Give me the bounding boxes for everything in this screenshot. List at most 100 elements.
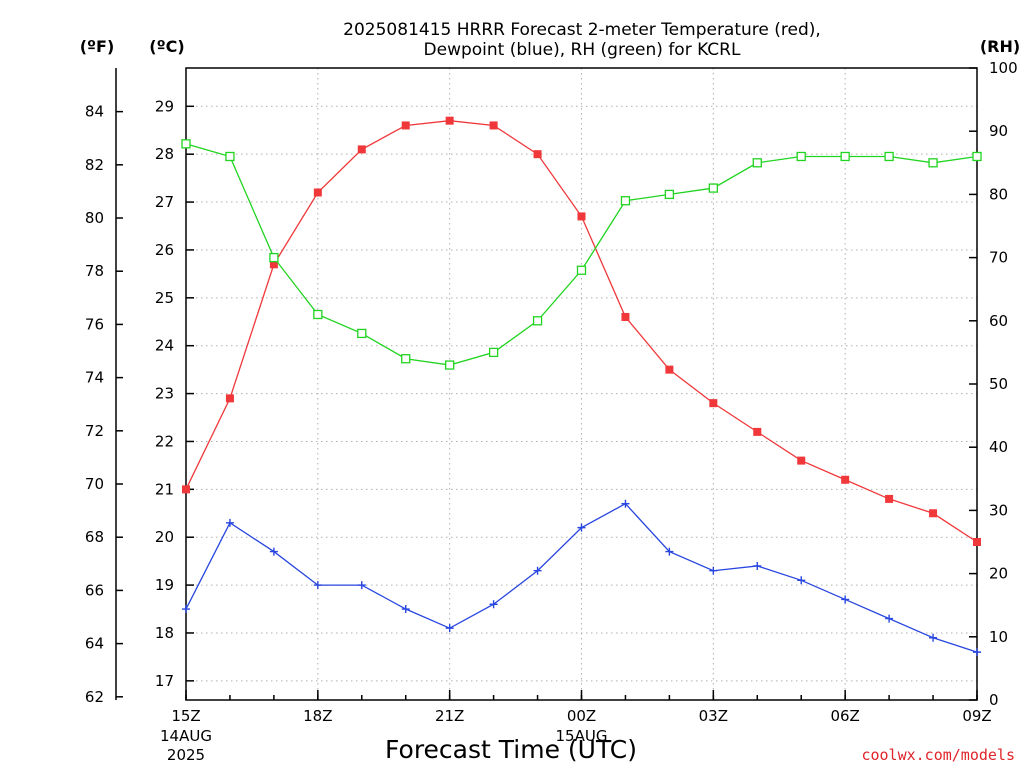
dewpoint-point <box>489 600 498 609</box>
dewpoint-point <box>533 566 542 575</box>
temperature-point <box>225 394 234 403</box>
temperature-point <box>577 212 586 221</box>
dewpoint-point <box>665 547 674 556</box>
temperature-point <box>885 494 894 503</box>
x-axis-title: Forecast Time (UTC) <box>385 735 637 764</box>
celsius-tick-label: 22 <box>155 432 174 450</box>
time-tick-sublabel: 14AUG <box>160 727 212 745</box>
time-tick-label: 21Z <box>435 707 464 725</box>
dewpoint-point <box>841 595 850 604</box>
fahrenheit-tick-label: 72 <box>85 422 104 440</box>
celsius-tick-label: 29 <box>155 97 174 115</box>
series <box>181 116 982 657</box>
celsius-tick-label: 17 <box>155 672 174 690</box>
dewpoint-point <box>577 523 586 532</box>
rh-point <box>576 265 587 275</box>
fahrenheit-tick-label: 74 <box>85 369 104 387</box>
gridlines <box>186 68 977 700</box>
temperature-point <box>313 188 322 197</box>
dewpoint-point <box>357 581 366 590</box>
fahrenheit-tick-label: 76 <box>85 315 104 333</box>
rh-tick-label: 90 <box>989 122 1008 140</box>
dewpoint-point <box>797 576 806 585</box>
temperature-point <box>445 116 454 125</box>
celsius-tick-label: 28 <box>155 145 174 163</box>
fahrenheit-tick-label: 64 <box>85 635 104 653</box>
fahrenheit-tick-label: 82 <box>85 156 104 174</box>
dewpoint-point <box>621 499 630 508</box>
rh-point <box>972 151 982 162</box>
dewpoint-point <box>269 547 278 556</box>
celsius-tick-label: 21 <box>155 480 174 498</box>
rh-tick-label: 100 <box>989 59 1018 77</box>
rh-tick-label: 10 <box>989 628 1008 646</box>
temperature-point <box>621 312 630 321</box>
temperature-point <box>533 150 542 159</box>
temperature-point <box>929 509 938 518</box>
time-tick-label: 00Z <box>567 707 596 725</box>
fahrenheit-tick-label: 84 <box>85 103 104 121</box>
rh-tick-label: 80 <box>989 185 1008 203</box>
rh-point <box>445 360 455 370</box>
rh-point <box>884 151 894 162</box>
chart-title: 2025081415 HRRR Forecast 2-meter Tempera… <box>343 20 821 60</box>
rh-point <box>796 151 806 162</box>
temperature-point <box>973 538 981 546</box>
dewpoint-point <box>973 648 981 657</box>
celsius-tick-label: 25 <box>155 289 174 307</box>
fahrenheit-tick-label: 66 <box>85 581 104 599</box>
temperature-point <box>841 475 850 484</box>
time-tick-label: 18Z <box>303 707 332 725</box>
dewpoint-point <box>929 633 938 642</box>
rh-axis: 0 10 20 30 40 50 60 70 80 90 100 <box>969 59 1018 709</box>
time-tick-label: 15Z <box>171 707 200 725</box>
title-line-1: 2025081415 HRRR Forecast 2-meter Tempera… <box>343 20 821 40</box>
celsius-unit-label: (ºC) <box>149 37 184 56</box>
dewpoint-point <box>401 605 410 614</box>
title-line-2: Dewpoint (blue), RH (green) for KCRL <box>424 40 741 60</box>
celsius-tick-label: 27 <box>155 193 174 211</box>
rh-point <box>840 151 850 162</box>
rh-tick-label: 30 <box>989 501 1008 519</box>
rh-point <box>401 354 411 364</box>
temperature-point <box>709 399 718 408</box>
fahrenheit-tick-label: 62 <box>85 688 104 706</box>
rh-point <box>269 252 279 263</box>
temperature-point <box>489 121 498 130</box>
rh-point <box>313 309 323 320</box>
fahrenheit-axis: 62 64 66 68 70 72 74 76 78 80 82 84 <box>85 103 123 706</box>
celsius-tick-label: 18 <box>155 624 174 642</box>
rh-point <box>752 158 762 168</box>
rh-point <box>357 328 367 339</box>
credit-label: coolwx.com/models <box>861 746 1015 764</box>
temperature-point <box>797 456 806 465</box>
temperature-point <box>665 365 674 374</box>
rh-point <box>928 158 938 168</box>
celsius-tick-label: 19 <box>155 576 174 594</box>
fahrenheit-unit-label: (ºF) <box>80 37 115 56</box>
dewpoint-point <box>313 581 322 590</box>
rh-point <box>532 316 543 326</box>
rh-point <box>620 196 631 206</box>
temperature-point <box>753 427 762 436</box>
temperature-point <box>357 145 366 154</box>
time-tick-sublabel: 15AUG <box>556 727 608 745</box>
dewpoint-point <box>885 614 894 623</box>
celsius-tick-label: 23 <box>155 385 174 403</box>
rh-tick-label: 70 <box>989 249 1008 267</box>
fahrenheit-tick-label: 68 <box>85 528 104 546</box>
rh-unit-label: (RH) <box>980 37 1020 56</box>
rh-point <box>181 139 191 149</box>
series-rh <box>181 139 982 370</box>
series-temperature <box>182 116 981 546</box>
time-tick-label: 03Z <box>699 707 728 725</box>
rh-point <box>664 189 675 200</box>
time-tick-sublabel: 2025 <box>167 746 205 764</box>
fahrenheit-tick-label: 80 <box>85 209 104 227</box>
temperature-point <box>182 485 190 494</box>
dewpoint-point <box>445 624 454 633</box>
temperature-point <box>401 121 410 130</box>
celsius-tick-label: 26 <box>155 241 174 259</box>
rh-point <box>225 151 235 162</box>
fahrenheit-tick-label: 70 <box>85 475 104 493</box>
